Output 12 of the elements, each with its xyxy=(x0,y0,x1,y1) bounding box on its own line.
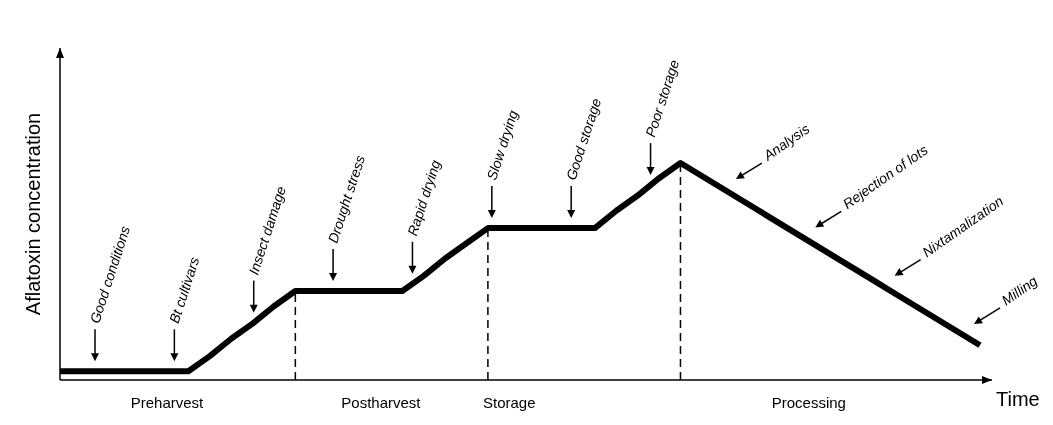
x-axis-title: Time xyxy=(996,388,1040,410)
annotation: Rapid drying xyxy=(404,157,444,238)
x-tick-label: Processing xyxy=(771,394,846,411)
annotation: Bt cultivars xyxy=(166,255,203,326)
x-tick-label: Storage xyxy=(483,394,536,411)
annotation: Slow drying xyxy=(483,108,522,183)
x-tick-label: Postharvest xyxy=(341,394,422,411)
x-tick-label: Preharvest xyxy=(130,394,205,411)
text: Poor storage xyxy=(642,57,683,140)
annotation: Insect damage xyxy=(245,184,290,277)
y-axis-title: Aflatoxin concentration xyxy=(22,112,44,316)
annotation: Good storage xyxy=(562,96,605,183)
